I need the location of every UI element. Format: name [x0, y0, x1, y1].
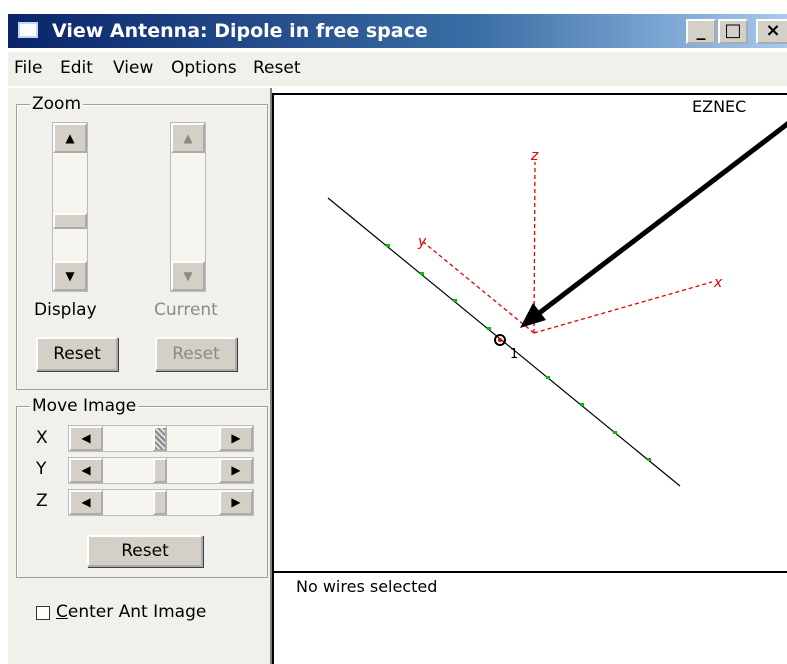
segment-marks [386, 244, 651, 461]
scroll-up[interactable]: ▲ [53, 123, 87, 153]
axis-label: Z [36, 491, 48, 511]
x-axis [533, 281, 713, 334]
menu-item[interactable]: View [113, 58, 154, 78]
title-bar: View Antenna: Dipole in free space [8, 14, 787, 48]
axis-label: y [417, 234, 427, 250]
scroll-right[interactable]: ▶ [219, 458, 253, 483]
checkbox[interactable] [36, 606, 50, 620]
menu-item[interactable]: Edit [60, 58, 93, 78]
scroll-right[interactable]: ▶ [219, 490, 253, 515]
move-group [16, 406, 268, 578]
scroll-thumb[interactable] [153, 458, 167, 483]
scroll-down[interactable]: ▼ [53, 261, 87, 291]
move-reset-button[interactable]: Reset [87, 535, 203, 567]
maximize-button[interactable]: □ [718, 19, 748, 44]
display-label: Display [34, 300, 97, 320]
scroll-left[interactable]: ◀ [69, 458, 103, 483]
minimize-button[interactable]: _ [686, 19, 716, 44]
menu-item[interactable]: Options [171, 58, 237, 78]
axis-label: X [36, 428, 48, 448]
current-label: Current [154, 300, 218, 320]
antenna-view [272, 93, 787, 571]
axis-label: x [713, 275, 723, 291]
y-scrollbar[interactable]: ◀ ▶ [68, 457, 254, 484]
window-title: View Antenna: Dipole in free space [52, 20, 428, 42]
scroll-up: ▲ [171, 123, 205, 153]
axis-label: z [530, 148, 539, 164]
menu-bar: File Edit View Options Reset [8, 52, 787, 86]
scroll-thumb[interactable] [53, 213, 87, 229]
axis-label: Y [36, 459, 47, 479]
scroll-right[interactable]: ▶ [219, 426, 253, 451]
arrow-head [520, 303, 546, 328]
status-text: No wires selected [296, 577, 438, 596]
menu-item[interactable]: File [14, 58, 43, 78]
group-title: Zoom [30, 94, 84, 114]
z-scrollbar[interactable]: ◀ ▶ [68, 489, 254, 516]
source-dot [498, 338, 502, 342]
scroll-thumb[interactable] [153, 426, 167, 451]
current-reset-button: Reset [155, 337, 237, 371]
wire-label: 1 [510, 347, 518, 362]
zoom-scrollbar[interactable]: ▲ ▼ [52, 122, 88, 292]
group-title: Move Image [30, 396, 139, 416]
current-scrollbar: ▲ ▼ [170, 122, 206, 292]
scroll-thumb[interactable] [153, 490, 167, 515]
menu-item[interactable]: Reset [253, 58, 301, 78]
brand-label: EZNEC [692, 97, 747, 116]
zoom-group [16, 104, 268, 390]
pointer-arrow [536, 121, 787, 316]
scroll-down: ▼ [171, 261, 205, 291]
source-marker [494, 334, 506, 346]
scroll-left[interactable]: ◀ [69, 426, 103, 451]
status-box: No wires selected [272, 571, 787, 664]
x-scrollbar[interactable]: ◀ ▶ [68, 425, 254, 452]
scroll-left[interactable]: ◀ [69, 490, 103, 515]
display-reset-button[interactable]: Reset [36, 337, 118, 371]
close-button[interactable]: × [756, 19, 787, 44]
y-axis [421, 240, 535, 334]
app-icon [18, 22, 38, 38]
checkbox-label[interactable]: Center Ant Image [56, 602, 207, 622]
antenna-drawing: z y x 1 [327, 121, 787, 487]
z-axis [533, 161, 536, 334]
